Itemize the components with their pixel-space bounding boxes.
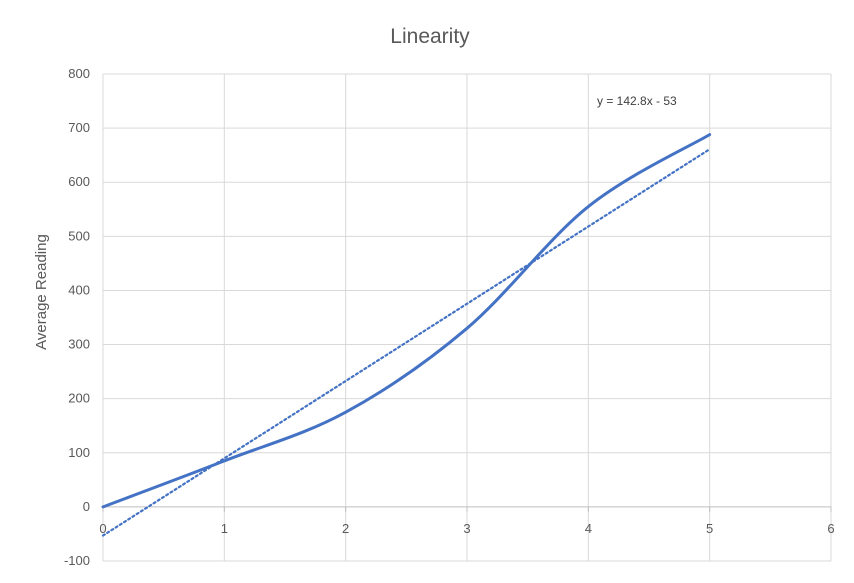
x-tick-label-5: 5 — [706, 521, 713, 536]
y-tick-label-1: 0 — [83, 499, 90, 514]
y-tick-label-6: 500 — [68, 228, 90, 243]
y-tick-label-0: -100 — [64, 553, 90, 568]
y-tick-label-3: 200 — [68, 391, 90, 406]
gridlines — [102, 73, 832, 562]
y-axis-title: Average Reading — [33, 234, 50, 350]
linear-trendline — [101, 148, 711, 537]
y-tick-label-5: 400 — [68, 282, 90, 297]
x-tick-label-1: 1 — [221, 521, 228, 536]
series-line-0 — [101, 133, 712, 509]
x-tick-label-3: 3 — [463, 521, 470, 536]
tick-labels: -100 0 100 200 300 400 500 600 700 800 0 1 2 3 4 5 6 — [64, 66, 835, 568]
y-tick-label-4: 300 — [68, 337, 90, 352]
chart-title: Linearity — [390, 25, 470, 48]
y-tick-label-7: 600 — [68, 174, 90, 189]
y-tick-label-8: 700 — [68, 120, 90, 135]
trendline-equation: y = 142.8x - 53 — [597, 94, 677, 108]
axes — [102, 506, 832, 512]
x-tick-label-2: 2 — [342, 521, 349, 536]
x-tick-label-4: 4 — [585, 521, 592, 536]
y-tick-label-2: 100 — [68, 445, 90, 460]
x-tick-label-6: 6 — [827, 521, 834, 536]
x-tick-label-0: 0 — [99, 521, 106, 536]
y-tick-label-9: 800 — [68, 66, 90, 81]
series-layer — [101, 133, 712, 537]
